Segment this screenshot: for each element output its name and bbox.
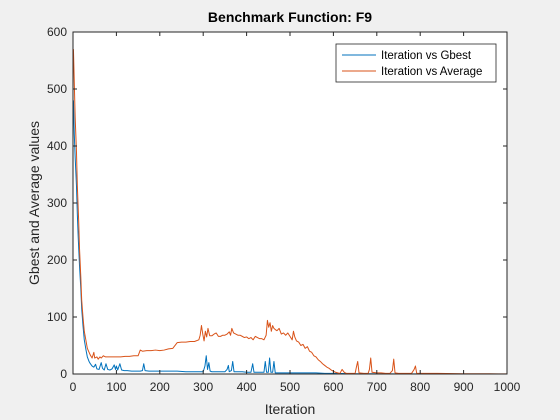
x-tick-label: 800 <box>410 380 430 394</box>
y-tick-label: 600 <box>47 25 67 39</box>
ticks-layer: 0 100 200 300 400 500 600 700 800 900 1000 0 100 200 3… <box>47 25 521 394</box>
series-line-average <box>72 49 507 375</box>
legend-label-gbest: Iteration vs Gbest <box>381 50 472 62</box>
x-tick-label: 100 <box>106 380 126 394</box>
x-tick-label: 300 <box>193 380 213 394</box>
y-tick-label: 100 <box>47 310 67 324</box>
legend-box <box>335 43 497 83</box>
series-layer <box>72 49 507 375</box>
x-tick-label: 500 <box>280 380 300 394</box>
chart-title: Benchmark Function: F9 <box>208 9 372 25</box>
y-tick-label: 300 <box>47 196 67 210</box>
y-tick-label: 200 <box>47 253 67 267</box>
y-tick-label: 500 <box>47 82 67 96</box>
legend-label-average: Iteration vs Average <box>381 66 482 78</box>
x-tick-label: 700 <box>367 380 387 394</box>
y-axis-label: Gbest and Average values <box>26 121 42 285</box>
x-tick-label: 900 <box>454 380 474 394</box>
x-tick-label: 400 <box>237 380 257 394</box>
legend: Iteration vs Gbest Iteration vs Average <box>335 43 497 83</box>
y-tick-label: 0 <box>60 367 67 381</box>
x-axis-label: Iteration <box>265 401 316 417</box>
x-tick-label: 1000 <box>494 380 521 394</box>
plot-background <box>73 32 507 374</box>
y-tick-label: 400 <box>47 139 67 153</box>
x-tick-label: 0 <box>70 380 77 394</box>
x-tick-label: 600 <box>323 380 343 394</box>
x-tick-label: 200 <box>150 380 170 394</box>
series-line-gbest <box>72 100 507 375</box>
